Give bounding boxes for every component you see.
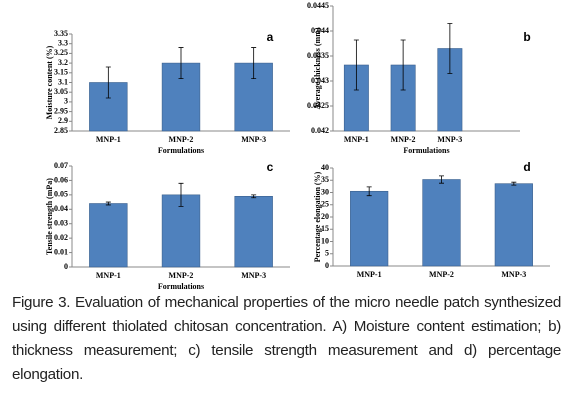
y-tick-label: 5 [325,249,329,258]
y-tick-label: 2.95 [54,106,68,115]
y-tick-label: 3.3 [58,39,68,48]
bar [89,203,128,268]
error-bar [178,47,184,80]
y-tick-label: 0.04 [54,204,68,213]
x-axis-title: Formulations [403,146,449,155]
y-tick-label: 0 [64,262,68,271]
y-tick-label: 10 [321,236,329,245]
error-bar [511,181,517,186]
error-bar [366,186,372,197]
x-tick-label: MNP-2 [169,271,194,280]
bar [161,194,201,268]
y-axis-title: Percentage elongation (%) [313,171,322,262]
x-tick-label: MNP-1 [357,270,382,279]
caption-label: Figure 3. [12,294,71,311]
y-tick-label: 0.0425 [307,101,329,110]
y-tick-label: 30 [321,187,329,196]
y-axis-title: Moisture content (%) [45,45,54,119]
y-tick-label: 3 [64,97,68,106]
error-bar [400,39,406,91]
caption: Figure 3. Evaluation of mechanical prope… [12,291,561,387]
y-tick-label: 35 [321,175,329,184]
x-tick-label: MNP-1 [344,135,369,144]
x-tick-label: MNP-3 [437,135,462,144]
error-bar [178,182,184,207]
panel-label: a [267,30,274,44]
error-bar [105,66,111,99]
panel-label: c [267,160,274,174]
y-tick-label: 3.25 [54,48,68,57]
y-tick-label: 0.042 [311,126,329,135]
x-tick-label: MNP-3 [241,271,266,280]
y-tick-label: 3.15 [54,68,68,77]
y-tick-label: 3.05 [54,87,68,96]
y-tick-label: 0.043 [311,76,329,85]
bar [350,190,389,267]
y-tick-label: 0.05 [54,190,68,199]
y-tick-label: 25 [321,200,329,209]
x-tick-label: MNP-2 [429,270,454,279]
panel-label: b [523,30,530,44]
y-tick-label: 3.2 [58,58,68,67]
x-tick-label: MNP-1 [96,135,121,144]
y-tick-label: 0.07 [54,161,68,170]
panel-label: d [523,160,530,174]
bar [234,196,273,268]
y-tick-label: 2.9 [58,116,68,125]
y-axis-title: Tensile strength (mPa) [45,178,54,255]
y-tick-label: 0.0435 [307,51,329,60]
y-tick-label: 0.03 [54,219,68,228]
y-tick-label: 3.35 [54,29,68,38]
x-axis-title: Formulations [158,146,204,155]
error-bar [447,23,453,74]
y-tick-label: 2.85 [54,126,68,135]
bar [422,179,461,267]
x-tick-label: MNP-1 [96,271,121,280]
error-bar [251,194,257,199]
caption-text: Evaluation of mechanical properties of t… [12,294,561,383]
error-bar [353,39,359,91]
x-tick-label: MNP-2 [169,135,194,144]
y-tick-label: 0 [325,261,329,270]
y-tick-label: 20 [321,212,329,221]
bar [494,183,533,267]
error-bar [105,201,111,206]
y-tick-label: 0.0445 [307,1,329,10]
error-bar [439,175,444,184]
x-axis-title: Formulations [158,282,204,290]
y-tick-label: 40 [321,163,329,172]
x-tick-label: MNP-3 [501,270,526,279]
x-tick-label: MNP-3 [241,135,266,144]
error-bar [251,47,257,80]
y-tick-label: 15 [321,224,329,233]
y-tick-label: 0.01 [54,247,68,256]
y-tick-label: 0.044 [311,26,329,35]
y-axis-title: Average thickness (mm) [313,27,322,109]
y-tick-label: 3.1 [58,77,68,86]
y-tick-label: 0.06 [54,175,68,184]
y-tick-label: 0.02 [54,233,68,242]
x-tick-label: MNP-2 [391,135,416,144]
